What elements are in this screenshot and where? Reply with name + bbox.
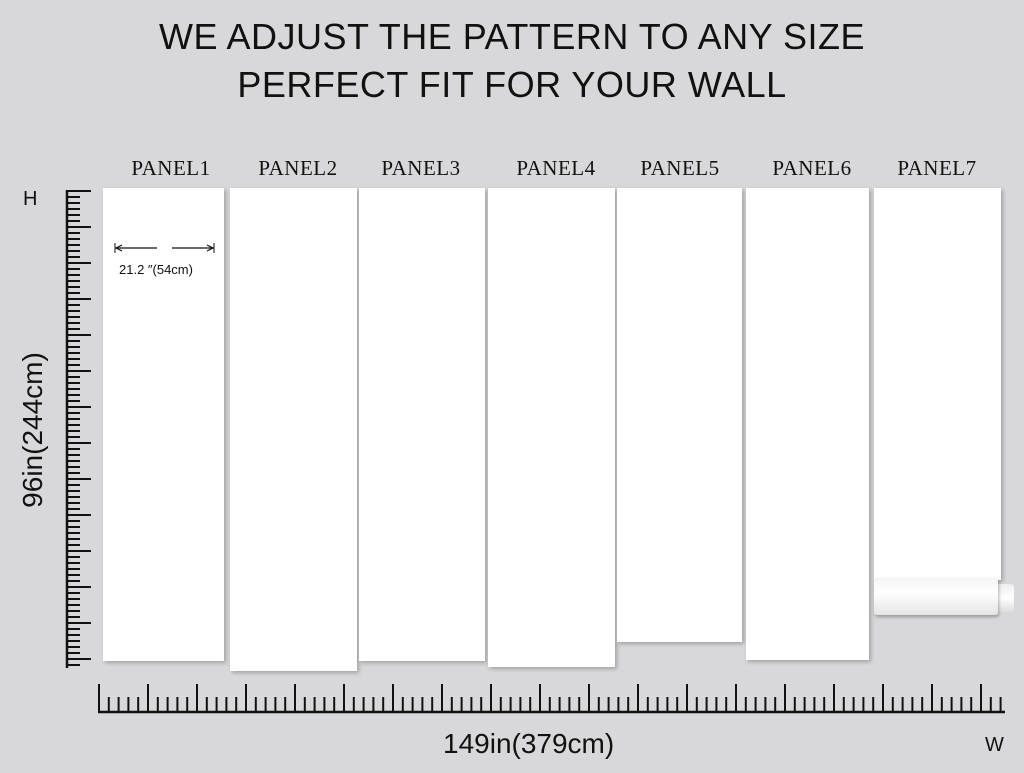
- height-axis-letter: H: [23, 188, 38, 210]
- panel-7: [874, 188, 1001, 580]
- width-ruler: [98, 684, 1005, 714]
- panel-width-arrow: [114, 243, 215, 253]
- panel-label-3: PANEL3: [381, 156, 461, 180]
- width-axis-letter: W: [985, 734, 1004, 756]
- panel-6: [746, 188, 869, 660]
- height-ruler: [65, 190, 91, 668]
- panel-label-6: PANEL6: [772, 156, 852, 180]
- rolled-panel: [874, 578, 998, 615]
- panel-width-label: 21.2 ″(54cm): [119, 262, 193, 277]
- width-label: 149in(379cm): [443, 728, 615, 759]
- headline-line-2: PERFECT FIT FOR YOUR WALL: [237, 64, 787, 105]
- panel-5: [617, 188, 742, 642]
- headline-line-1: WE ADJUST THE PATTERN TO ANY SIZE: [159, 16, 865, 57]
- panel-label-4: PANEL4: [516, 156, 596, 180]
- panel-label-2: PANEL2: [258, 156, 338, 180]
- panel-1: [103, 188, 224, 661]
- panel-label-1: PANEL1: [131, 156, 211, 180]
- panel-2: [230, 188, 357, 671]
- panel-4: [488, 188, 615, 667]
- panel-label-5: PANEL5: [640, 156, 720, 180]
- panel-3: [359, 188, 485, 661]
- rolled-panel-end: [994, 584, 1014, 612]
- panel-label-7: PANEL7: [897, 156, 977, 180]
